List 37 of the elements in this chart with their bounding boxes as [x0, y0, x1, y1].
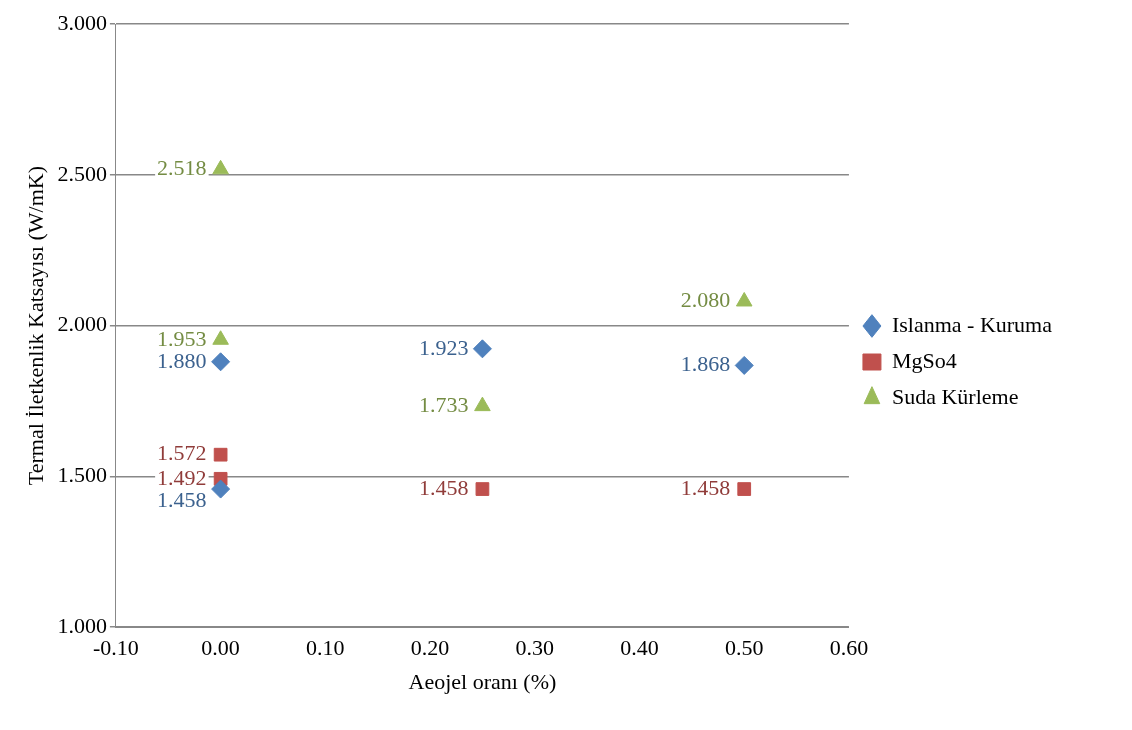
point [212, 330, 229, 345]
y-tick-label: 2.000 [57, 311, 107, 337]
y-axis-title: Termal İletkenlik Katsayısı (W/mK) [22, 166, 48, 486]
legend-label: Islanma - Kuruma [891, 311, 1053, 337]
data-label: 1.868 [680, 351, 731, 377]
y-tick-label: 2.500 [57, 160, 107, 186]
point [737, 482, 752, 496]
x-tick-label: -0.10 [92, 635, 139, 661]
point [213, 447, 228, 462]
data-label: 1.458 [418, 474, 469, 500]
x-tick-label: 0.40 [620, 635, 659, 661]
point [734, 355, 754, 375]
x-axis-title: Aeojel oranı (%) [408, 668, 557, 694]
y-tick-label: 1.000 [57, 612, 107, 638]
x-tick-label: 0.00 [201, 635, 240, 661]
data-label: 1.923 [418, 334, 469, 360]
x-tick-label: 0.10 [306, 635, 345, 661]
x-tick-label: 0.20 [410, 635, 450, 661]
point [472, 339, 492, 359]
legend-label: MgSo4 [891, 347, 957, 373]
x-tick-label: 0.60 [829, 635, 869, 661]
x-tick-label: 0.50 [724, 635, 764, 661]
y-tick-label: 1.500 [57, 462, 107, 488]
point [211, 479, 231, 499]
legend-label: Suda Kürleme [891, 383, 1019, 409]
data-label: 2.080 [680, 287, 731, 313]
data-label: 1.458 [680, 474, 731, 500]
point [211, 352, 231, 372]
data-label: 1.733 [418, 391, 469, 417]
point [212, 159, 229, 175]
point [475, 482, 490, 496]
y-tick-label: 3.000 [57, 9, 107, 35]
x-tick-label: 0.30 [515, 635, 555, 661]
data-label: 1.572 [157, 440, 207, 466]
point [474, 396, 491, 412]
data-label: 2.518 [157, 155, 207, 181]
point [735, 291, 753, 307]
